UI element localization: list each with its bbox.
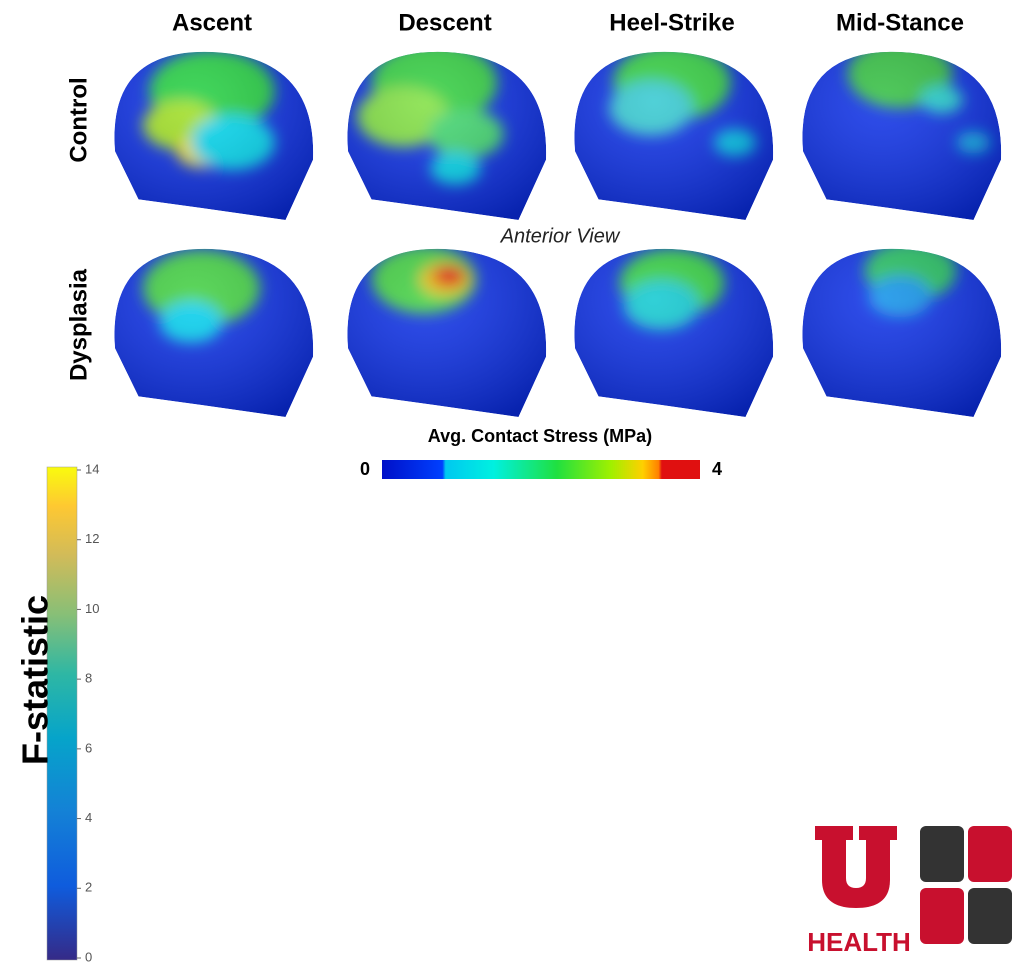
f-tick-label: 8 (85, 671, 92, 686)
row-label: Control (65, 77, 92, 162)
f-tick-label: 6 (85, 740, 92, 755)
logo-u (815, 826, 897, 908)
femoral-head (574, 248, 773, 417)
femoral-head (114, 249, 313, 417)
femoral-head (114, 50, 313, 220)
f-label: F-statistic (15, 595, 56, 765)
f-tick-label: 14 (85, 461, 99, 476)
logo-tile (920, 888, 964, 944)
femoral-head (574, 44, 773, 220)
f-tick-label: 2 (85, 880, 92, 895)
femoral-head (802, 39, 1001, 220)
head-shade (802, 52, 1001, 220)
f-tick-label: 0 (85, 949, 92, 964)
logo-tile (968, 826, 1012, 882)
column-header: Ascent (172, 9, 252, 36)
head-shade (347, 249, 546, 417)
femoral-head (347, 245, 546, 417)
stress-title: Avg. Contact Stress (MPa) (428, 426, 652, 446)
stress-max: 4 (712, 459, 722, 479)
column-header: Descent (398, 9, 491, 36)
f-tick-label: 12 (85, 531, 99, 546)
column-header: Heel-Strike (609, 9, 734, 36)
head-shade (574, 249, 773, 417)
figure: Anterior View Avg. Contact Stress (MPa) … (0, 0, 1012, 965)
stress-min: 0 (360, 459, 370, 479)
row-label: Dysplasia (65, 268, 92, 381)
logo-tile (920, 826, 964, 882)
logo-text: HEALTH (807, 927, 911, 957)
head-shade (347, 52, 546, 220)
view-label: Anterior View (500, 225, 621, 247)
femoral-head (802, 241, 1001, 417)
logo: HEALTH (807, 826, 1012, 957)
logo-tile (968, 888, 1012, 944)
head-shade (574, 52, 773, 220)
head-shade (114, 249, 313, 417)
f-ticks: 0 2 4 6 8 10 12 14 (77, 461, 99, 964)
column-header: Mid-Stance (836, 9, 964, 36)
femoral-head (347, 41, 546, 220)
f-tick-label: 10 (85, 601, 99, 616)
head-shade (802, 249, 1001, 417)
head-shade (114, 52, 313, 220)
stress-colorbar (382, 460, 700, 479)
f-tick-label: 4 (85, 810, 92, 825)
